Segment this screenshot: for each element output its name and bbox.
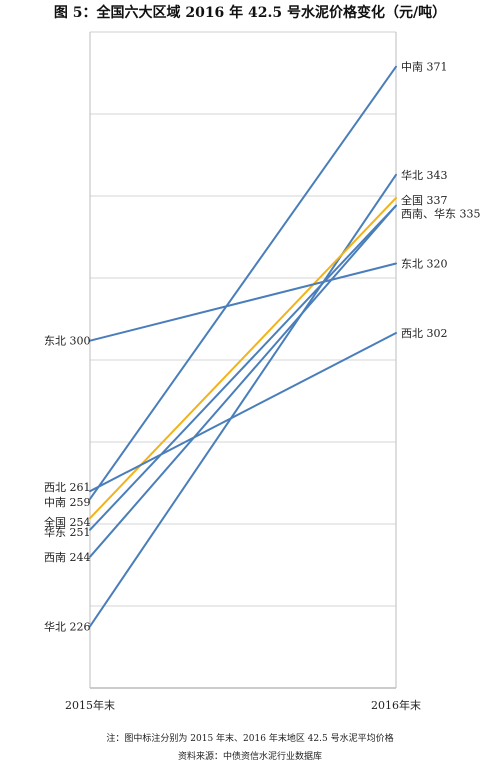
series-line-华北 <box>89 173 397 628</box>
start-label-中南: 中南 259 <box>44 496 91 509</box>
series-line-中南 <box>89 65 397 500</box>
series-line-东北 <box>89 262 397 342</box>
start-label-华东: 华东 251 <box>44 525 91 539</box>
x-tick-label: 2015年末 <box>65 698 115 712</box>
start-label-东北: 东北 300 <box>44 335 91 348</box>
chart-note: 注：图中标注分别为 2015 年末、2016 年末地区 42.5 号水泥平均价格 <box>106 734 394 744</box>
x-tick-label: 2016年末 <box>371 698 421 712</box>
gridlines <box>90 113 396 607</box>
end-label-西南: 西南、华东 335 <box>401 207 481 221</box>
point-labels: 中南 259 中南 371 华北 226 华北 343 全国 254 全国 337 华东 2… <box>44 61 481 634</box>
end-label-中南: 中南 371 <box>401 61 448 74</box>
start-label-华北: 华北 226 <box>44 619 91 633</box>
chart-title: 图 5：全国六大区域 2016 年 42.5 号水泥价格变化（元/吨） <box>53 5 447 21</box>
start-label-西南: 西南 244 <box>44 551 91 564</box>
end-label-西北: 西北 302 <box>401 327 448 340</box>
start-label-西北: 西北 261 <box>44 481 91 494</box>
chart-source: 资料来源：中债资信水泥行业数据库 <box>177 752 322 762</box>
series-line-全国 <box>89 196 397 520</box>
series-line-西北 <box>89 331 397 493</box>
x-tick-labels: 2015年末 2016年末 <box>65 698 421 712</box>
end-label-东北: 东北 320 <box>401 258 448 271</box>
series-line-华东 <box>89 204 397 531</box>
start-label-全国: 全国 254 <box>44 515 91 529</box>
end-label-全国: 全国 337 <box>401 193 448 207</box>
end-label-华北: 华北 343 <box>401 168 448 182</box>
series-lines <box>89 65 397 628</box>
series-line-西南 <box>89 204 397 558</box>
